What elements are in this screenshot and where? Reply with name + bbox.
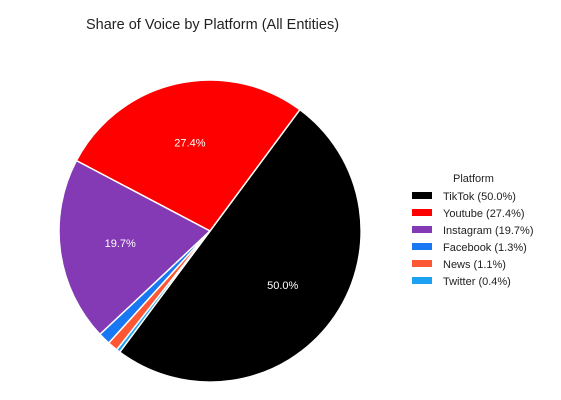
legend-items: TikTok (50.0%) Youtube (27.4%) Instagram (…: [412, 191, 533, 288]
legend-label-facebook[interactable]: Facebook (1.3%): [443, 242, 527, 254]
legend-label-instagram[interactable]: Instagram (19.7%): [443, 225, 533, 237]
pie-slice-instagram: [58, 159, 212, 336]
legend-swatch-instagram[interactable]: [412, 226, 432, 233]
legend-label-tiktok[interactable]: TikTok (50.0%): [443, 191, 516, 203]
legend-label-news[interactable]: News (1.1%): [443, 259, 506, 271]
legend-swatch-tiktok[interactable]: [412, 192, 432, 199]
legend: Platform TikTok (50.0%) Youtube (27.4%) In…: [412, 173, 533, 288]
slice-labels: 50.0% 27.4% 19.7%: [105, 138, 299, 292]
pie-slice-youtube: [75, 79, 301, 232]
legend-swatch-twitter[interactable]: [412, 277, 432, 284]
pie-slice-tiktok: [118, 108, 362, 383]
legend-swatch-youtube[interactable]: [412, 209, 432, 216]
legend-swatch-news[interactable]: [412, 260, 432, 267]
chart-title: Share of Voice by Platform (All Entities…: [86, 17, 339, 33]
slice-label-youtube: 27.4%: [174, 138, 205, 150]
legend-label-twitter[interactable]: Twitter (0.4%): [443, 276, 511, 288]
legend-label-youtube[interactable]: Youtube (27.4%): [443, 208, 525, 220]
pie-slices: [58, 79, 362, 383]
legend-swatch-facebook[interactable]: [412, 243, 432, 250]
slice-label-tiktok: 50.0%: [267, 280, 298, 292]
legend-title: Platform: [453, 173, 494, 185]
slice-label-instagram: 19.7%: [105, 238, 136, 250]
pie-slice-twitter: [115, 230, 211, 354]
